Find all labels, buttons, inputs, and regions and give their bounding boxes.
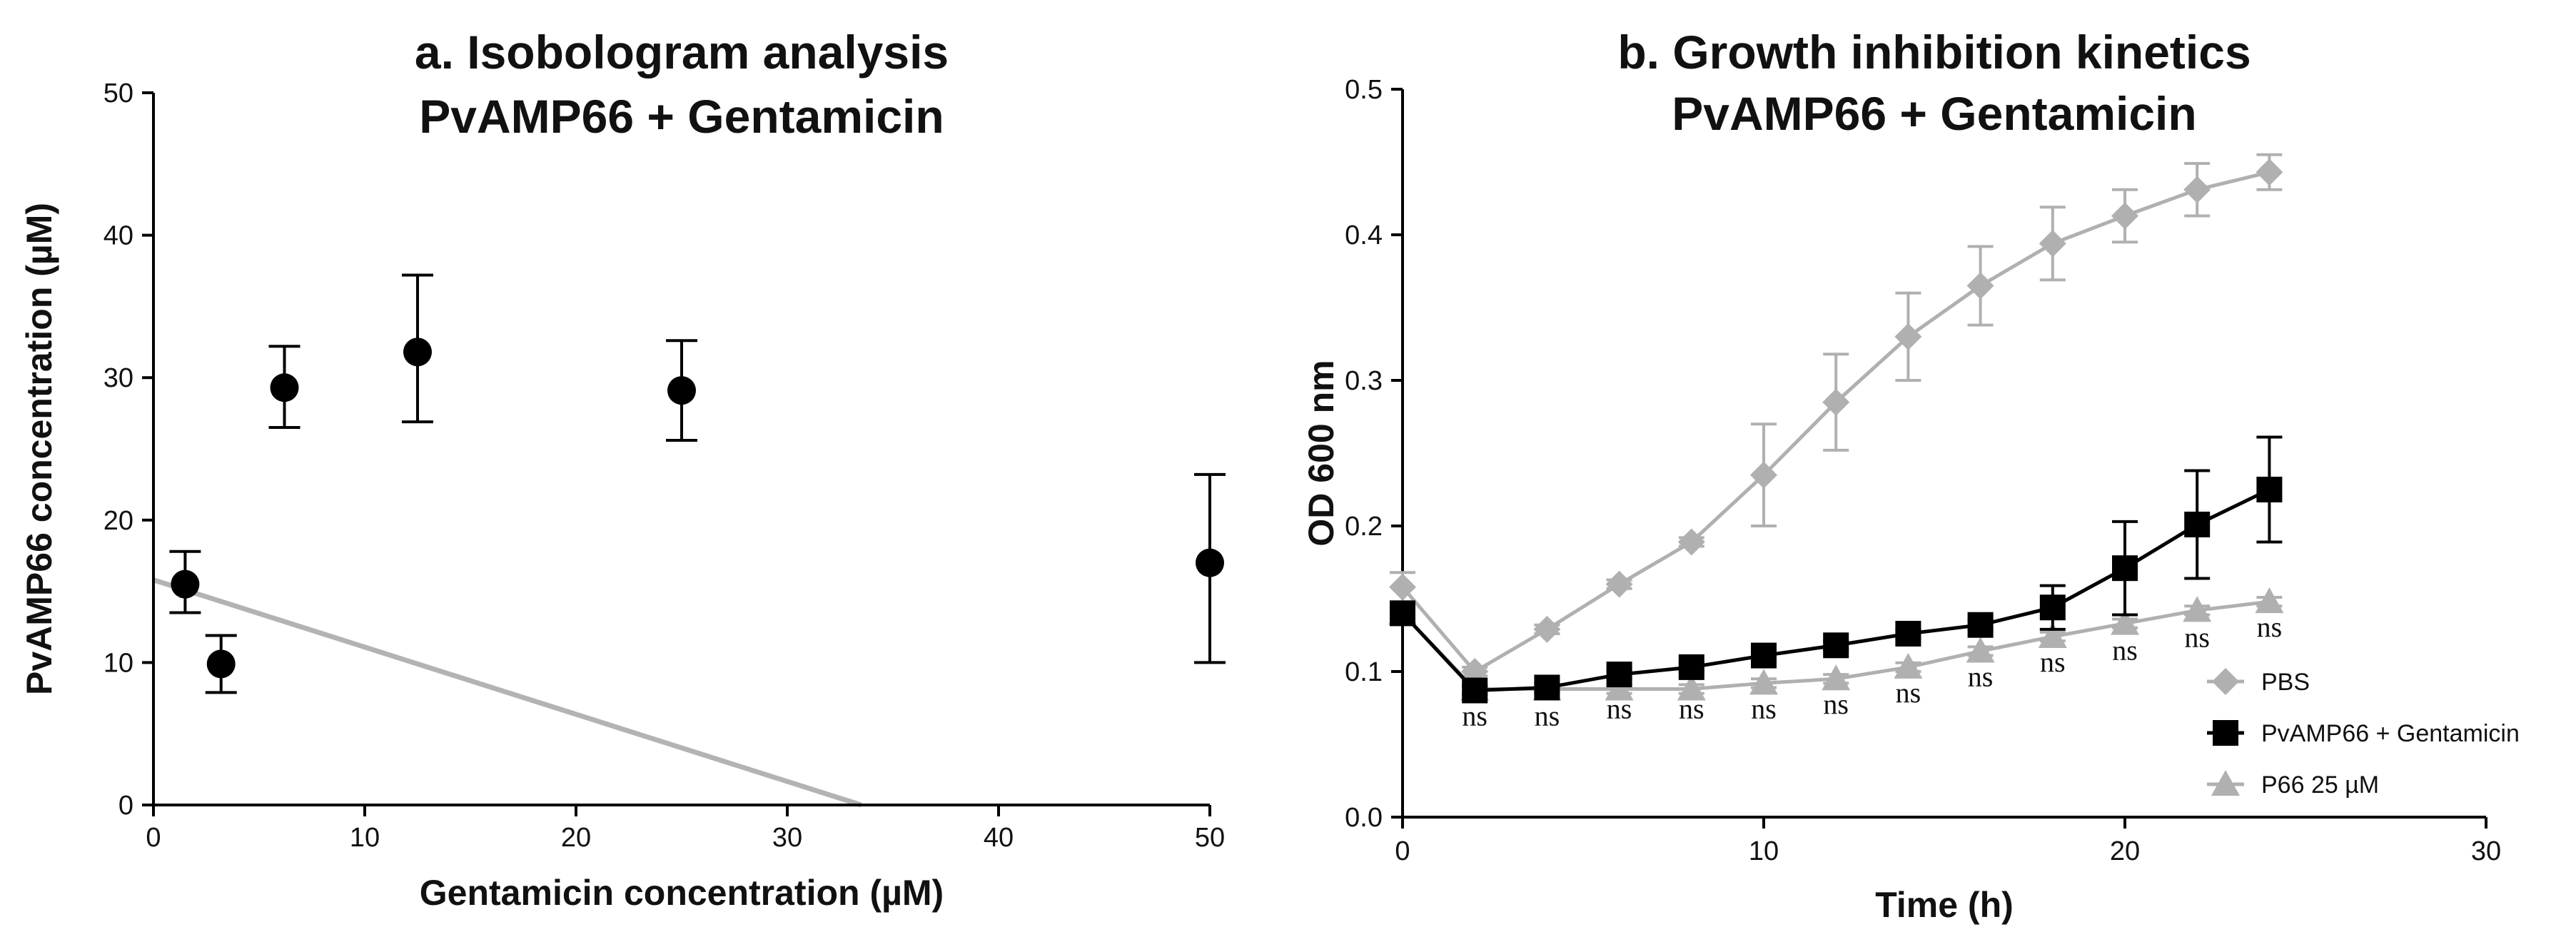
legend-label-pvamp66-gentamicin: PvAMP66 + Gentamicin (2261, 720, 2520, 747)
series-pbs-point-2 (1533, 615, 1561, 643)
panel-b-y-tick-label: 0.5 (1345, 75, 1383, 105)
series-pvamp66-gentamicin (1390, 435, 2283, 704)
panel-b-x-tick-label: 30 (2471, 836, 2501, 866)
ns-annotation-9: ns (2112, 634, 2138, 667)
panel-a-x-tick-label: 30 (772, 823, 802, 853)
ns-annotation-11: ns (2257, 611, 2283, 643)
panel-a-y-axis-label: PvAMP66 concentration (µM) (19, 203, 59, 695)
panel-a-x-tick-label: 20 (561, 823, 591, 853)
ns-annotation-2: ns (1607, 692, 1632, 724)
panel-a-title-line-1: a. Isobologram analysis (415, 26, 949, 79)
series-p66-25-m-point-7 (1894, 652, 1923, 679)
isobologram-point-3 (403, 338, 432, 367)
panel-b-x-tick-label: 20 (2110, 836, 2140, 866)
series-pbs-point-6 (1822, 388, 1850, 416)
panel-a-y-tick-label: 10 (103, 648, 133, 678)
panel-b-x-tick-label: 0 (1395, 836, 1410, 866)
series-pvamp66-gentamicin-point-10 (2112, 555, 2138, 582)
ns-annotation-6: ns (1896, 677, 1921, 709)
series-pvamp66-gentamicin-point-4 (1678, 654, 1704, 680)
panel-b-title-line-1: b. Growth inhibition kinetics (1617, 26, 2251, 79)
series-pvamp66-gentamicin-point-8 (1967, 612, 1994, 638)
series-pvamp66-gentamicin-point-12 (2256, 477, 2283, 502)
series-pbs-point-10 (2111, 202, 2138, 230)
ns-annotation-10: ns (2184, 621, 2210, 653)
panel-a-y-tick-label: 50 (103, 79, 133, 108)
series-pvamp66-gentamicin-point-11 (2184, 511, 2211, 537)
legend-marker-pbs (2212, 668, 2239, 695)
panel-a-isobologram: a. Isobologram analysis PvAMP66 + Gentami… (19, 26, 1226, 913)
panel-b-x-tick-label: 10 (1749, 836, 1779, 866)
ns-annotation-5: ns (1823, 688, 1849, 720)
series-p66-25-m-point-3 (1605, 674, 1634, 701)
panel-a-title-line-2: PvAMP66 + Gentamicin (419, 90, 944, 143)
panel-b-y-tick-label: 0.0 (1345, 803, 1383, 833)
isobologram-point-5 (1196, 548, 1224, 577)
ns-annotation-4: ns (1751, 692, 1777, 724)
additivity-line (152, 577, 862, 808)
ns-annotation-3: ns (1679, 692, 1704, 724)
panel-b-growth-kinetics: b. Growth inhibition kinetics PvAMP66 + G… (1301, 26, 2520, 925)
panel-a-y-tick-label: 20 (103, 506, 133, 536)
panel-a-x-tick-label: 10 (350, 823, 380, 853)
panel-b-y-axis-label: OD 600 nm (1301, 360, 1341, 546)
legend-marker-pvamp66-gentamicin (2213, 720, 2238, 746)
series-pvamp66-gentamicin-point-6 (1823, 632, 1849, 659)
legend: PBS PvAMP66 + Gentamicin P66 25 µM (2207, 668, 2520, 799)
series-p66-25-m-point-12 (2255, 587, 2284, 614)
series-pbs (1389, 153, 2283, 685)
isobologram-point-2 (270, 373, 299, 402)
series-p66-25-m-point-11 (2183, 596, 2212, 622)
ns-annotation-0: ns (1462, 699, 1487, 731)
series-pvamp66-gentamicin-point-7 (1895, 620, 1921, 647)
series-p66-25-m-point-4 (1677, 674, 1706, 701)
series-pvamp66-gentamicin-point-9 (2039, 594, 2066, 621)
series-pbs-point-5 (1750, 461, 1777, 489)
ns-annotation-1: ns (1535, 699, 1560, 731)
panel-a-y-tick-label: 40 (103, 221, 133, 251)
panel-a-y-tick-label: 0 (118, 791, 133, 821)
isobologram-point-0 (171, 569, 200, 599)
series-pvamp66-gentamicin-point-5 (1751, 642, 1777, 669)
panel-b-y-tick-label: 0.1 (1345, 657, 1383, 687)
legend-label-p66-25-m: P66 25 µM (2261, 771, 2379, 799)
legend-label-pbs: PBS (2261, 669, 2310, 696)
panel-a-x-tick-label: 40 (984, 823, 1014, 853)
series-pbs-point-9 (2039, 230, 2066, 258)
legend-marker-p66-25-m (2211, 770, 2240, 796)
series-pvamp66-gentamicin-point-3 (1606, 662, 1632, 688)
panel-a-x-tick-label: 0 (146, 823, 161, 853)
series-pbs-point-7 (1894, 323, 1922, 350)
series-p66-25-m-point-8 (1966, 637, 1995, 663)
series-pvamp66-gentamicin-line (1401, 487, 2271, 693)
panel-b-title-line-2: PvAMP66 + Gentamicin (1672, 87, 2196, 140)
series-pbs-point-3 (1605, 570, 1633, 598)
panel-b-y-tick-label: 0.2 (1345, 512, 1383, 542)
series-p66-25-m-point-5 (1749, 669, 1778, 695)
ns-annotation-7: ns (1968, 660, 1994, 692)
series-pbs-point-12 (2256, 158, 2283, 186)
series-p66-25-m (1388, 587, 2284, 701)
series-pvamp66-gentamicin-point-1 (1462, 677, 1488, 704)
panel-a-x-tick-label: 50 (1195, 823, 1225, 853)
panel-b-x-axis-label: Time (h) (1875, 885, 2014, 925)
series-p66-25-m-point-10 (2111, 609, 2139, 635)
ns-annotation-8: ns (2040, 646, 2066, 678)
series-pbs-point-8 (1966, 272, 1994, 300)
series-pbs-point-4 (1677, 528, 1705, 556)
panel-a-x-axis-label: Gentamicin concentration (µM) (420, 873, 944, 913)
isobologram-point-1 (206, 649, 236, 679)
panel-b-y-tick-label: 0.3 (1345, 366, 1383, 396)
series-pvamp66-gentamicin-point-0 (1390, 600, 1415, 627)
panel-a-y-tick-label: 30 (103, 363, 133, 393)
panel-b-y-tick-label: 0.4 (1345, 221, 1383, 250)
series-pbs-point-11 (2183, 176, 2211, 203)
series-pvamp66-gentamicin-point-2 (1534, 674, 1560, 701)
series-pbs-point-0 (1389, 573, 1416, 601)
series-p66-25-m-point-6 (1822, 664, 1851, 691)
isobologram-point-4 (667, 376, 696, 405)
series-p66-25-m-point-9 (2038, 622, 2067, 649)
